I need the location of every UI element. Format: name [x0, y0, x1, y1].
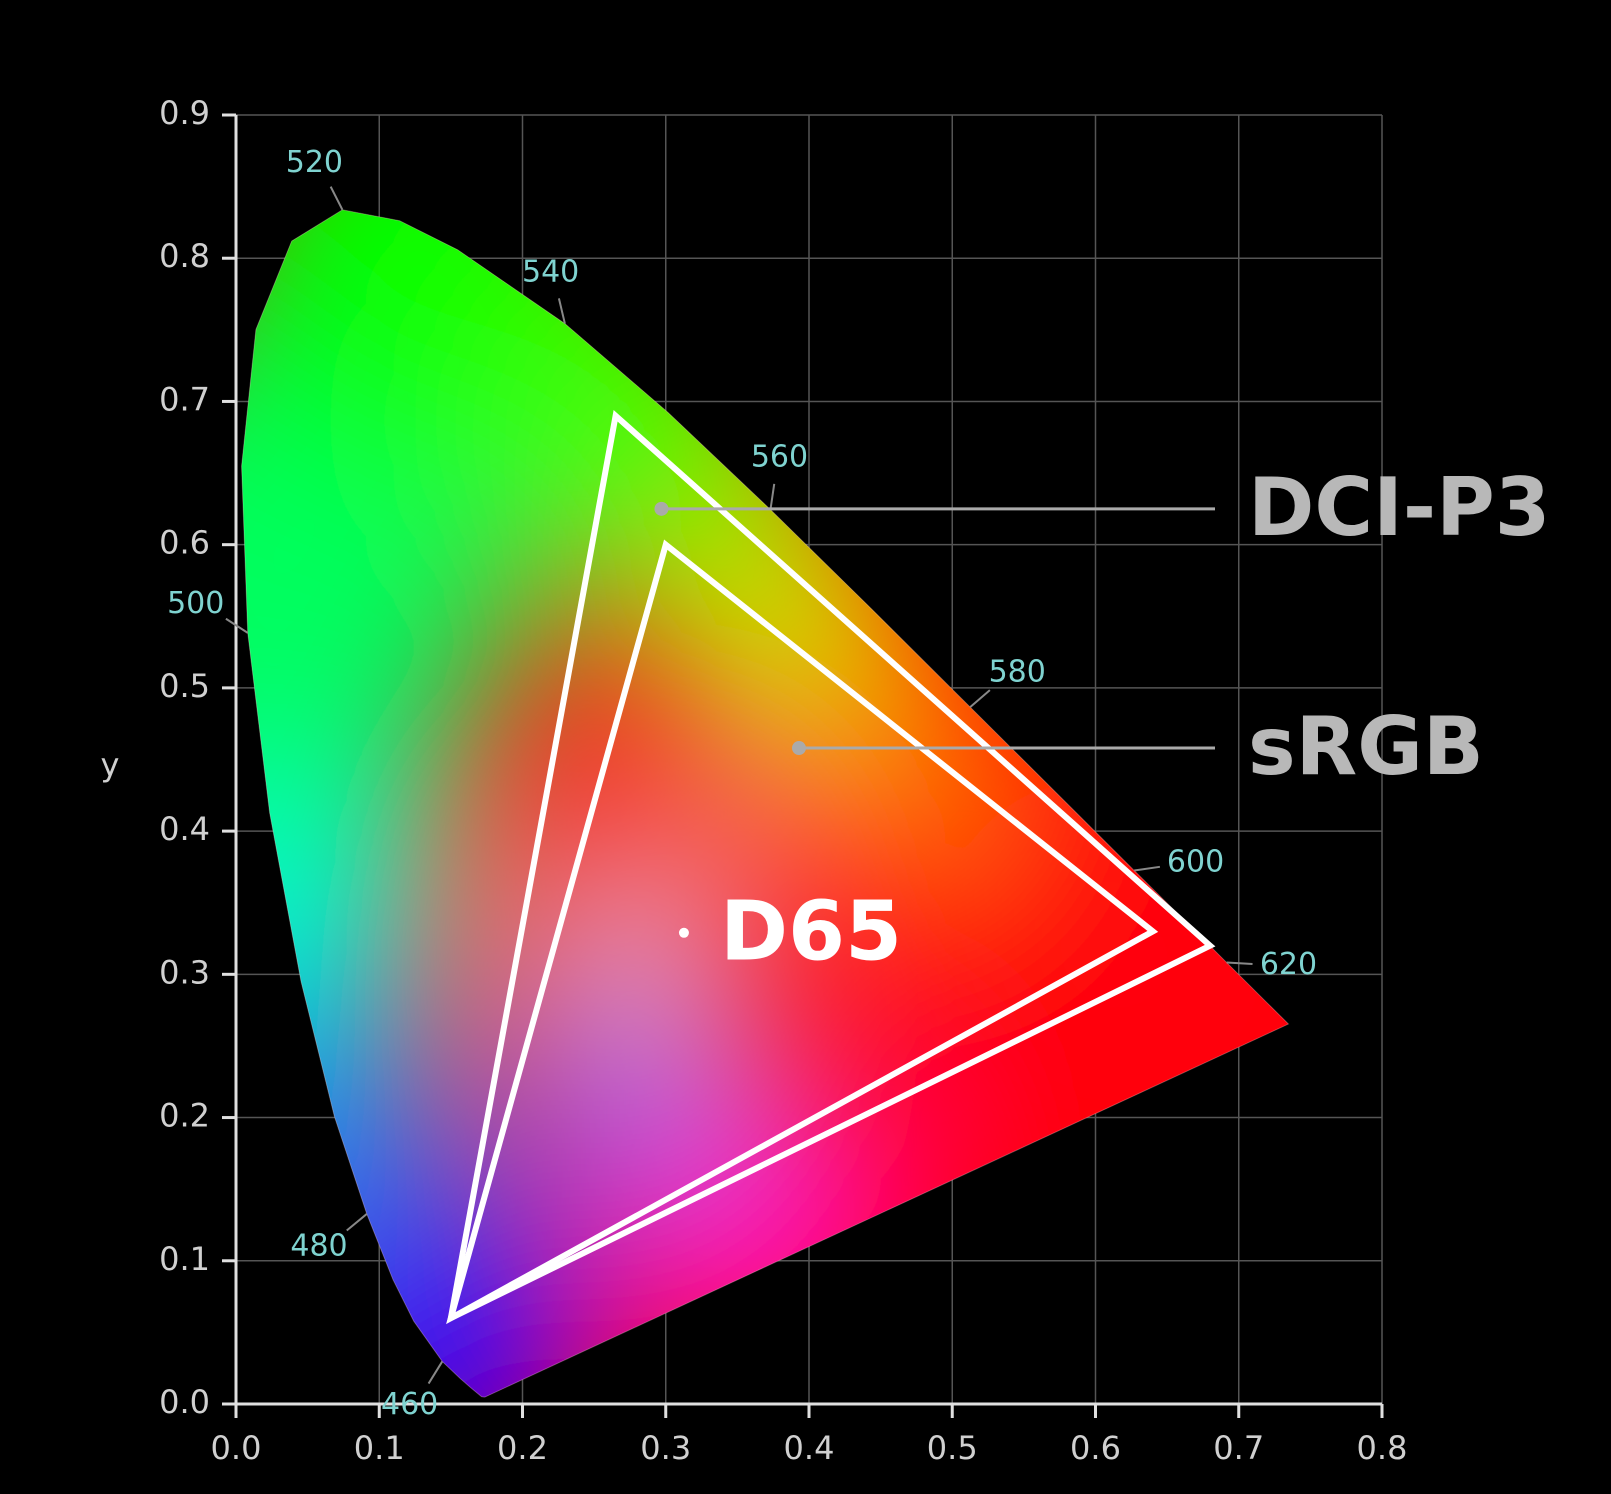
- y-tick-label: 0.4: [159, 810, 210, 848]
- x-tick-label: 0.4: [784, 1429, 835, 1467]
- wavelength-tick: [225, 617, 249, 634]
- gamut-label: DCI-P3: [1248, 461, 1550, 554]
- y-tick-label: 0.0: [159, 1383, 210, 1421]
- wavelength-tick: [557, 298, 566, 324]
- white-point: [678, 927, 689, 938]
- y-tick-label: 0.3: [159, 953, 210, 991]
- y-tick-label: 0.9: [159, 94, 210, 132]
- x-tick-label: 0.5: [927, 1429, 978, 1467]
- y-tick-label: 0.6: [159, 524, 210, 562]
- wavelength-tick: [1134, 865, 1161, 872]
- y-axis-label: y: [101, 746, 120, 784]
- x-tick-label: 0.6: [1070, 1429, 1121, 1467]
- wavelength-label: 580: [989, 655, 1046, 690]
- y-tick-label: 0.8: [159, 237, 210, 275]
- x-tick-label: 0.8: [1357, 1429, 1408, 1467]
- wavelength-label: 460: [381, 1387, 438, 1422]
- wavelength-tick: [1226, 961, 1253, 966]
- wavelength-tick: [969, 689, 991, 708]
- gamut-label: sRGB: [1248, 700, 1484, 793]
- wavelength-label: 480: [290, 1229, 347, 1264]
- gamut-triangle: [446, 539, 1159, 1325]
- x-tick-label: 0.7: [1213, 1429, 1264, 1467]
- y-tick-label: 0.5: [159, 667, 210, 705]
- wavelength-tick: [329, 186, 344, 211]
- x-tick-label: 0.1: [354, 1429, 405, 1467]
- wavelength-label: 620: [1260, 947, 1317, 982]
- wavelength-tick: [769, 483, 776, 510]
- wavelength-label: 500: [167, 586, 224, 621]
- y-tick-label: 0.7: [159, 380, 210, 418]
- white-point-label: D65: [720, 884, 902, 979]
- wavelength-label: 560: [751, 440, 808, 475]
- x-tick-label: 0.3: [640, 1429, 691, 1467]
- wavelength-tick: [346, 1213, 368, 1232]
- x-tick-label: 0.0: [211, 1429, 262, 1467]
- plot: 0.0 0.1 0.2 0.3 0.4 0.5 0.6 0.7 0.8 0.0 0.1 0.2 0.3 0…: [159, 94, 1550, 1467]
- wavelength-label: 540: [522, 255, 579, 290]
- y-tick-label: 0.2: [159, 1097, 210, 1135]
- gamut-triangle: [446, 409, 1216, 1324]
- wavelength-label: 520: [286, 145, 343, 180]
- wavelength-label: 600: [1167, 845, 1224, 880]
- wavelength-tick: [427, 1360, 444, 1385]
- x-tick-label: 0.2: [497, 1429, 548, 1467]
- y-tick-label: 0.1: [159, 1240, 210, 1278]
